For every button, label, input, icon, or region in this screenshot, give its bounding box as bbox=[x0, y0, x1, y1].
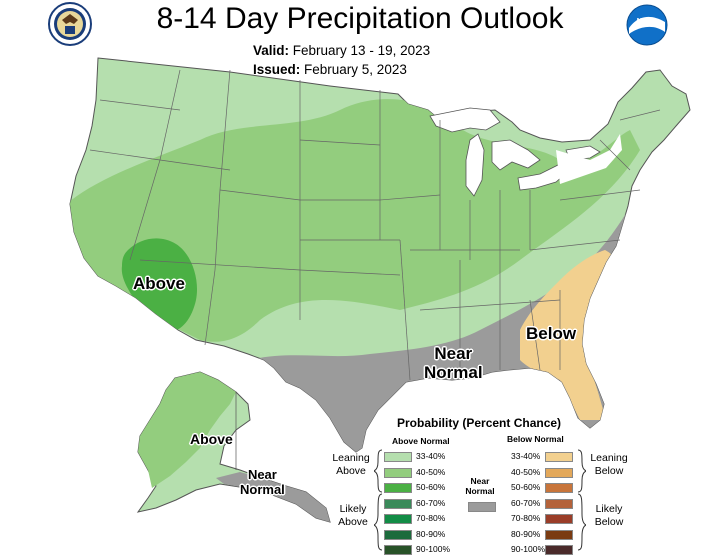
label-near-normal-south-line1: Near bbox=[434, 344, 473, 363]
legend-leaning-above-line1: Leaning bbox=[332, 452, 370, 464]
label-near-normal-alaska-line2: Normal bbox=[240, 482, 285, 497]
legend-leaning-above: Leaning Above bbox=[328, 452, 374, 478]
noaa-logo-icon: NOAA bbox=[626, 4, 668, 46]
legend-above-item-label: 50-60% bbox=[416, 482, 446, 492]
legend-above-item-label: 33-40% bbox=[416, 451, 446, 461]
legend-title: Probability (Percent Chance) bbox=[397, 416, 562, 430]
legend-above-item-swatch bbox=[384, 545, 412, 555]
seal-icon bbox=[48, 2, 92, 46]
legend-near-normal-line1: Near bbox=[470, 476, 490, 486]
label-near-normal-south: Near Normal bbox=[424, 344, 483, 382]
label-near-normal-alaska: Near Normal bbox=[240, 467, 285, 497]
issued-label: Issued: bbox=[253, 62, 301, 77]
legend-below-header: Below Normal bbox=[507, 434, 564, 444]
legend-above-item-label: 70-80% bbox=[416, 513, 446, 523]
label-near-normal-south-line2: Normal bbox=[424, 363, 483, 382]
legend-brace-below bbox=[577, 449, 586, 551]
legend-leaning-below-line2: Below bbox=[594, 465, 624, 477]
legend-above-header: Above Normal bbox=[392, 436, 450, 446]
legend-near-normal-swatch bbox=[468, 502, 496, 512]
valid-value: February 13 - 19, 2023 bbox=[292, 43, 431, 58]
legend-above-item-label: 60-70% bbox=[416, 497, 446, 508]
legend-below-item-swatch bbox=[545, 498, 573, 509]
legend-below-item-label: 40-50% bbox=[511, 466, 541, 477]
legend-above-item-label: 80-90% bbox=[416, 528, 446, 539]
legend-likely-below-line2: Below bbox=[594, 516, 624, 528]
legend-below-item-swatch bbox=[545, 483, 573, 493]
legend-likely-below: Likely Below bbox=[586, 503, 632, 529]
legend-above-item-swatch bbox=[384, 498, 412, 509]
legend-near-normal-line2: Normal bbox=[465, 486, 495, 496]
label-above-alaska: Above bbox=[190, 431, 233, 447]
issued-value: February 5, 2023 bbox=[304, 62, 407, 77]
legend-likely-above-line1: Likely bbox=[339, 503, 367, 515]
issued-date: Issued: February 5, 2023 bbox=[253, 62, 407, 77]
legend-below-item-label: 60-70% bbox=[511, 497, 541, 508]
legend-above-item-swatch bbox=[384, 529, 412, 540]
legend-leaning-below-line1: Leaning bbox=[590, 452, 628, 464]
legend-leaning-below: Leaning Below bbox=[586, 452, 632, 478]
noaa-logo-text: NOAA bbox=[637, 18, 658, 25]
legend-below-item-swatch bbox=[545, 514, 573, 524]
legend-likely-below-line1: Likely bbox=[595, 503, 623, 515]
legend-below-item-label: 80-90% bbox=[511, 528, 541, 539]
legend-above-item-swatch bbox=[384, 514, 412, 524]
legend-below-item-swatch bbox=[545, 452, 573, 462]
label-near-normal-alaska-line1: Near bbox=[247, 467, 277, 482]
legend-below-item-label: 50-60% bbox=[511, 482, 541, 492]
valid-label: Valid: bbox=[253, 43, 290, 58]
legend-below-item-label: 90-100% bbox=[511, 544, 546, 554]
legend-above-item-swatch bbox=[384, 467, 412, 478]
legend-near-normal-label: Near Normal bbox=[464, 476, 496, 496]
legend-below-item-swatch bbox=[545, 529, 573, 540]
legend-below-item-label: 33-40% bbox=[511, 451, 541, 461]
legend-likely-above-line2: Above bbox=[338, 516, 368, 528]
label-above-west: Above bbox=[133, 274, 185, 293]
legend-above-item-swatch bbox=[384, 483, 412, 493]
label-below-southeast: Below bbox=[526, 324, 577, 343]
legend-below-item-swatch bbox=[545, 467, 573, 478]
legend-leaning-above-line2: Above bbox=[336, 465, 366, 477]
page-title: 8-14 Day Precipitation Outlook bbox=[156, 2, 564, 35]
legend-likely-above: Likely Above bbox=[330, 503, 376, 529]
legend-brace-above bbox=[374, 449, 383, 551]
legend-below-item-swatch bbox=[545, 545, 573, 555]
legend-above-item-swatch bbox=[384, 452, 412, 462]
valid-dates: Valid: February 13 - 19, 2023 bbox=[253, 43, 430, 58]
legend-above-item-label: 90-100% bbox=[416, 544, 451, 554]
legend-below-item-label: 70-80% bbox=[511, 513, 541, 523]
legend-above-item-label: 40-50% bbox=[416, 466, 446, 477]
